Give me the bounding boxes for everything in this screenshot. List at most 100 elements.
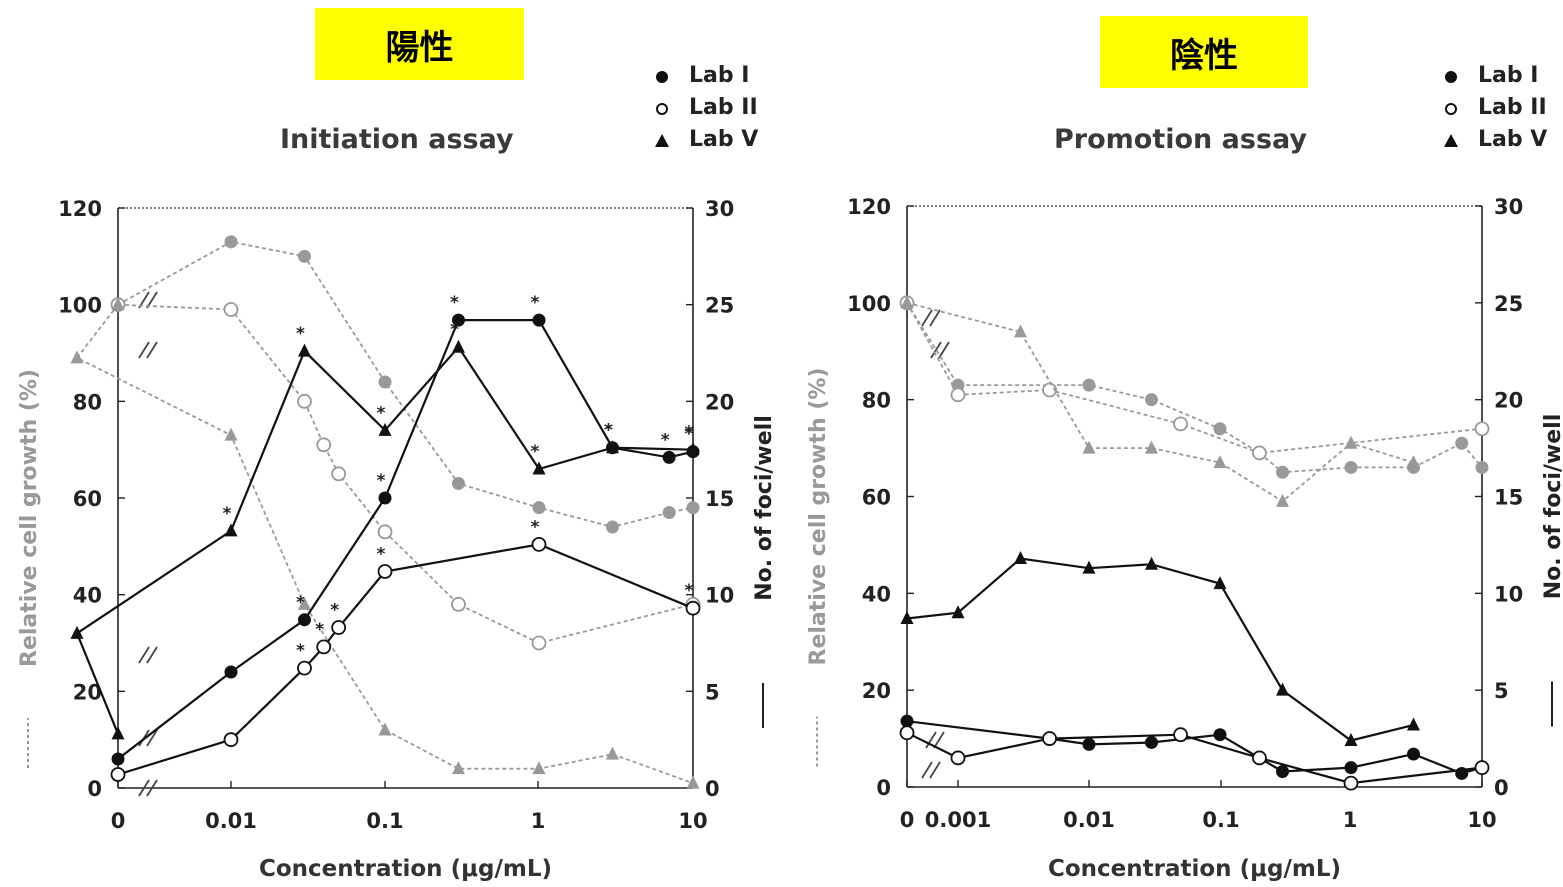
x-tick-label: 0.001 xyxy=(925,808,991,832)
data-point-filled-circle xyxy=(1344,460,1358,474)
series-line-foci xyxy=(117,319,694,760)
x-tick-label: 0 xyxy=(111,809,126,833)
series-line-growth xyxy=(117,303,694,644)
y-axis-title: Relative cell growth (%) xyxy=(806,368,831,666)
data-point-triangle xyxy=(900,611,914,625)
data-point-open-circle xyxy=(1173,416,1188,432)
axis-break-mark xyxy=(146,729,158,747)
data-point-triangle xyxy=(532,461,546,475)
axis-break-mark xyxy=(138,779,150,797)
data-point-triangle xyxy=(378,722,392,736)
data-point-triangle xyxy=(224,523,238,537)
y-tick-label: 100 xyxy=(847,292,891,316)
filled-circle-icon xyxy=(1445,71,1457,83)
data-point-triangle xyxy=(951,605,965,619)
axis-break-mark xyxy=(921,309,933,327)
legend-label: Lab I xyxy=(1478,63,1539,88)
promotion-assay-title: Promotion assay xyxy=(1054,124,1308,155)
data-point-open-circle xyxy=(316,639,332,655)
x-tick-label: 0.01 xyxy=(205,809,257,833)
data-point-triangle xyxy=(1082,440,1096,454)
x-tick-label: 10 xyxy=(678,809,707,833)
y2-tick-label: 5 xyxy=(705,680,720,704)
y2-tick-label: 20 xyxy=(705,390,734,414)
axis-break-mark xyxy=(146,341,158,359)
x-tick-label: 10 xyxy=(1467,808,1496,832)
data-point-triangle xyxy=(70,625,84,639)
y-tick-label: 100 xyxy=(58,294,102,318)
data-point-triangle xyxy=(532,761,546,775)
axis-break-mark xyxy=(146,779,158,797)
data-point-filled-circle xyxy=(224,235,238,249)
y-tick-label: 40 xyxy=(862,582,891,606)
data-point-open-circle xyxy=(899,725,915,741)
data-point-open-circle xyxy=(377,524,393,540)
data-point-filled-circle xyxy=(662,506,676,519)
data-point-open-circle xyxy=(531,537,547,552)
data-point-triangle xyxy=(1213,576,1227,590)
x-axis-title: Concentration (μg/mL) xyxy=(1048,856,1341,882)
axis-break-mark xyxy=(929,761,941,779)
data-point-filled-circle xyxy=(1213,728,1227,742)
data-point-triangle xyxy=(1344,733,1358,747)
data-point-open-circle xyxy=(950,750,966,766)
data-point-filled-circle xyxy=(111,752,125,766)
data-point-filled-circle xyxy=(378,375,392,389)
data-point-open-circle xyxy=(297,393,312,409)
series-line-foci xyxy=(117,543,694,776)
data-point-open-circle xyxy=(316,437,332,453)
data-point-triangle xyxy=(605,746,619,760)
data-point-filled-circle xyxy=(1082,737,1096,751)
significance-star: * xyxy=(315,620,324,640)
data-point-filled-circle xyxy=(1407,747,1421,761)
y-axis-title: Relative cell growth (%) xyxy=(17,369,42,667)
x-tick-label: 1 xyxy=(1343,808,1358,832)
y2-axis-title: No. of foci/well xyxy=(752,415,777,601)
significance-star: * xyxy=(685,423,694,443)
y2-tick-label: 0 xyxy=(1494,776,1509,800)
data-point-open-circle xyxy=(1474,421,1490,437)
y2-tick-label: 5 xyxy=(1494,679,1509,703)
x-tick-label: 0.1 xyxy=(366,809,403,833)
open-circle-icon xyxy=(656,103,668,115)
filled-triangle-icon xyxy=(655,134,669,147)
y-tick-label: 40 xyxy=(73,584,102,608)
data-point-triangle xyxy=(605,440,619,454)
y2-tick-label: 25 xyxy=(705,294,734,318)
data-point-triangle xyxy=(686,775,700,789)
data-point-triangle xyxy=(297,596,311,610)
data-point-filled-circle xyxy=(1082,378,1096,392)
data-point-filled-circle xyxy=(1145,735,1159,749)
y2-tick-label: 15 xyxy=(1494,486,1523,510)
data-point-filled-circle xyxy=(1213,422,1227,436)
data-point-triangle xyxy=(70,350,84,364)
data-point-open-circle xyxy=(1343,775,1359,791)
axis-break-mark xyxy=(938,341,950,359)
y2-tick-label: 25 xyxy=(1494,292,1523,316)
data-point-triangle xyxy=(297,343,311,357)
y2-tick-label: 20 xyxy=(1494,389,1523,413)
data-point-triangle xyxy=(1276,493,1290,507)
y-tick-label: 60 xyxy=(862,486,891,510)
y2-tick-label: 10 xyxy=(705,584,734,608)
legend-label: Lab V xyxy=(689,127,759,152)
x-tick-label: 0 xyxy=(900,808,915,832)
data-point-filled-circle xyxy=(532,313,546,327)
significance-star: * xyxy=(531,517,540,537)
series-line-growth xyxy=(906,302,1483,474)
data-point-open-circle xyxy=(110,767,126,782)
data-point-filled-circle xyxy=(532,501,546,515)
data-point-triangle xyxy=(1014,550,1028,564)
y-tick-label: 80 xyxy=(862,389,891,413)
significance-star: * xyxy=(377,544,386,564)
x-tick-label: 0.01 xyxy=(1063,808,1115,832)
data-point-triangle xyxy=(1213,455,1227,469)
data-point-triangle xyxy=(111,297,125,311)
negative-result-tag: 陰性 xyxy=(1100,16,1308,88)
data-point-open-circle xyxy=(531,635,547,651)
data-point-open-circle xyxy=(685,600,701,616)
data-point-open-circle xyxy=(297,660,312,676)
initiation-assay-panel: 陽性 Initiation assay Lab I Lab II Lab V 0… xyxy=(0,0,780,887)
data-point-triangle xyxy=(900,295,914,309)
data-point-open-circle xyxy=(1474,760,1490,776)
